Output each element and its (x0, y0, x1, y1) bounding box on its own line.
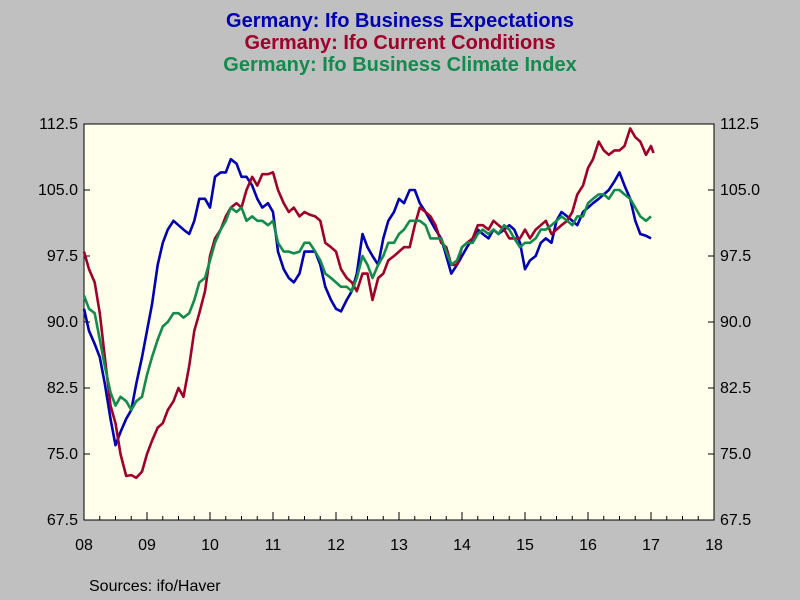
y-tick-label-left: 75.0 (47, 446, 78, 463)
x-tick-label: 09 (138, 537, 156, 554)
y-tick-label-left: 90.0 (47, 314, 78, 331)
title-current-conditions: Germany: Ifo Current Conditions (244, 32, 556, 54)
series-lines (82, 127, 655, 480)
title-climate-index: Germany: Ifo Business Climate Index (223, 54, 577, 76)
x-tick-label: 14 (453, 537, 471, 554)
x-tick-label: 11 (265, 537, 282, 554)
y-tick-label-right: 112.5 (720, 116, 759, 133)
y-tick-label-left: 97.5 (47, 248, 78, 265)
x-tick-label: 08 (75, 537, 93, 554)
chart-titles: Germany: Ifo Business Expectations Germa… (0, 10, 800, 76)
y-tick-label-left: 67.5 (47, 512, 78, 529)
axes: 67.5 67.5 75.0 75.0 82.5 82.5 90.0 90.0 97.5 97.5… (38, 116, 760, 554)
series-line-climate (82, 188, 652, 412)
source-note: Sources: ifo/Haver (89, 578, 221, 595)
y-tick-label-left: 82.5 (47, 380, 78, 397)
x-tick-label: 13 (390, 537, 408, 554)
y-tick-label-right: 67.5 (720, 512, 751, 529)
y-tick-label-right: 105.0 (720, 182, 760, 199)
y-tick-label-left: 105.0 (38, 182, 78, 199)
plot-area (83, 123, 715, 521)
x-tick-label: 15 (516, 537, 534, 554)
y-tick-label-right: 82.5 (720, 380, 751, 397)
title-expectations: Germany: Ifo Business Expectations (226, 10, 574, 32)
x-tick-label: 10 (201, 537, 219, 554)
x-tick-label: 12 (327, 537, 345, 554)
y-tick-label-right: 97.5 (720, 248, 751, 265)
x-tick-label: 16 (579, 537, 597, 554)
y-tick-label-left: 112.5 (39, 116, 78, 133)
series-line-conditions (82, 127, 655, 480)
y-tick-label-right: 75.0 (720, 446, 751, 463)
y-tick-label-right: 90.0 (720, 314, 751, 331)
x-tick-label: 17 (642, 537, 660, 554)
x-tick-label: 18 (705, 537, 723, 554)
